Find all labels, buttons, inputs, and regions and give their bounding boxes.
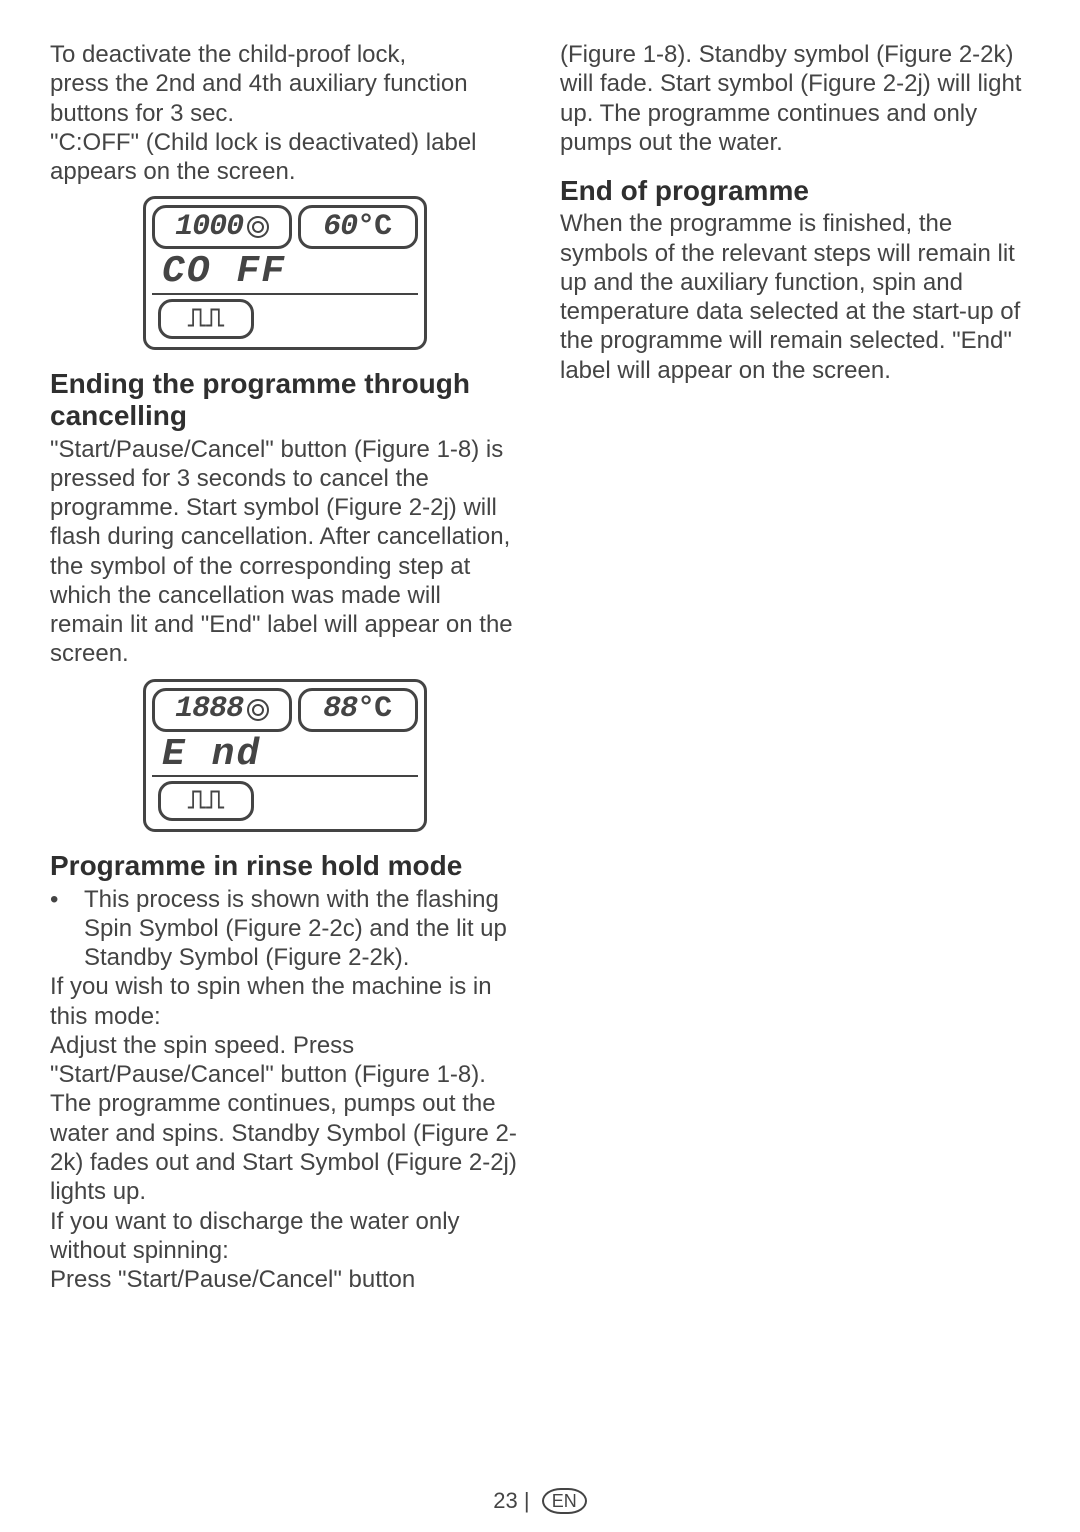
temp-unit: C <box>374 209 393 246</box>
columns: To deactivate the child-proof lock, pres… <box>50 40 1030 1294</box>
display-coff: 1000 60°C CO FF ⎍⎍ <box>143 196 427 350</box>
display-panel-2: 1888 88°C E nd ⎍⎍ <box>143 679 427 833</box>
temp-readout: 60°C <box>298 205 418 249</box>
left-column: To deactivate the child-proof lock, pres… <box>50 40 520 1294</box>
display-bottom-row-2: ⎍⎍ <box>152 781 418 821</box>
display-mid-text: CO FF <box>152 251 418 295</box>
temp-readout-2: 88°C <box>298 688 418 732</box>
rinse-hold-icon: ⎍⎍ <box>188 306 224 332</box>
temp-unit-2: C <box>374 691 393 728</box>
spin-icon <box>247 216 269 238</box>
spin-readout-2: 1888 <box>152 688 292 732</box>
rinse-pill-2: ⎍⎍ <box>158 781 254 821</box>
spin-icon <box>247 699 269 721</box>
rinse-hold-icon: ⎍⎍ <box>188 788 224 814</box>
para-ending: "Start/Pause/Cancel" button (Figure 1-8)… <box>50 435 520 669</box>
para-right-2: When the programme is finished, the symb… <box>560 209 1030 385</box>
para-right-1: (Figure 1-8). Standby symbol (Figure 2-2… <box>560 40 1030 157</box>
para-rinse-3: If you want to discharge the water only … <box>50 1207 520 1266</box>
display-top-row: 1000 60°C <box>152 205 418 249</box>
rinse-pill: ⎍⎍ <box>158 299 254 339</box>
para-rinse-1: If you wish to spin when the machine is … <box>50 972 520 1031</box>
bullet-dot: • <box>50 885 84 973</box>
page: To deactivate the child-proof lock, pres… <box>0 0 1080 1532</box>
display-top-row-2: 1888 88°C <box>152 688 418 732</box>
footer-sep: | <box>524 1488 536 1513</box>
temp-value: 60° <box>323 209 374 246</box>
para-deactivate-2: press the 2nd and 4th auxiliary function… <box>50 69 520 128</box>
page-number: 23 <box>493 1488 517 1513</box>
spin-value: 1000 <box>175 209 243 246</box>
bullet-text: This process is shown with the flashing … <box>84 885 520 973</box>
heading-rinse-hold: Programme in rinse hold mode <box>50 850 520 882</box>
display-panel: 1000 60°C CO FF ⎍⎍ <box>143 196 427 350</box>
footer: 23 | EN <box>0 1488 1080 1514</box>
display-mid-text-2: E nd <box>152 734 418 778</box>
temp-value-2: 88° <box>323 691 374 728</box>
para-rinse-4: Press "Start/Pause/Cancel" button <box>50 1265 520 1294</box>
display-bottom-row: ⎍⎍ <box>152 299 418 339</box>
spin-value-2: 1888 <box>175 691 243 728</box>
right-column: (Figure 1-8). Standby symbol (Figure 2-2… <box>560 40 1030 1294</box>
lang-badge: EN <box>542 1488 587 1514</box>
display-end: 1888 88°C E nd ⎍⎍ <box>143 679 427 833</box>
heading-ending-programme: Ending the programme through cancelling <box>50 368 520 432</box>
spin-readout: 1000 <box>152 205 292 249</box>
para-deactivate-3: "C:OFF" (Child lock is deactivated) labe… <box>50 128 520 187</box>
para-rinse-2: Adjust the spin speed. Press "Start/Paus… <box>50 1031 520 1207</box>
para-deactivate-1: To deactivate the child-proof lock, <box>50 40 520 69</box>
heading-end-of-programme: End of programme <box>560 175 1030 207</box>
bullet-row: • This process is shown with the flashin… <box>50 885 520 973</box>
